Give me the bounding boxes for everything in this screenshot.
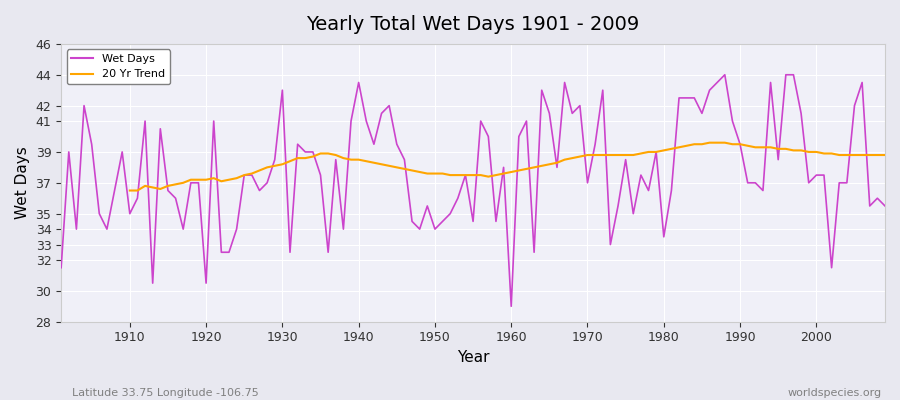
Legend: Wet Days, 20 Yr Trend: Wet Days, 20 Yr Trend	[67, 50, 170, 84]
X-axis label: Year: Year	[457, 350, 490, 365]
Text: Latitude 33.75 Longitude -106.75: Latitude 33.75 Longitude -106.75	[72, 388, 259, 398]
Text: worldspecies.org: worldspecies.org	[788, 388, 882, 398]
Y-axis label: Wet Days: Wet Days	[15, 146, 30, 219]
Title: Yearly Total Wet Days 1901 - 2009: Yearly Total Wet Days 1901 - 2009	[307, 15, 640, 34]
